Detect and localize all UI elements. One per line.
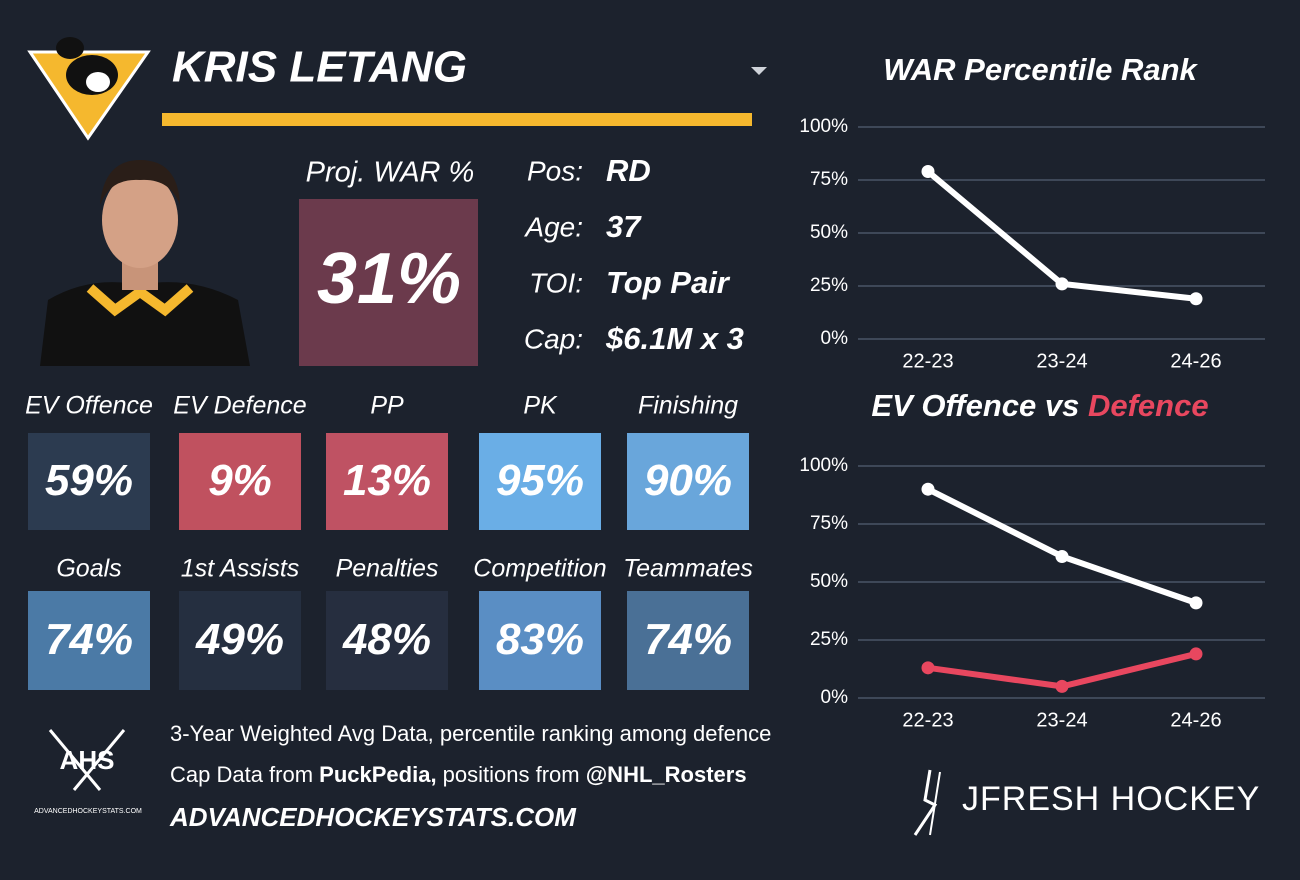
tile-value: 49% bbox=[195, 615, 284, 664]
y-tick-label: 100% bbox=[799, 455, 848, 476]
tile-box bbox=[28, 433, 150, 530]
y-tick-label: 50% bbox=[810, 571, 848, 592]
tile-box bbox=[326, 591, 448, 690]
chart-title: WAR Percentile Rank bbox=[883, 52, 1198, 87]
chart-title-text: WAR Percentile Rank bbox=[883, 52, 1198, 87]
footer-site: ADVANCEDHOCKEYSTATS.COM bbox=[169, 802, 577, 832]
x-tick-label: 24-26 bbox=[1170, 350, 1221, 372]
tile-value: 95% bbox=[496, 456, 584, 505]
info-value: $6.1M x 3 bbox=[605, 321, 744, 356]
ahs-logo-caption: ADVANCEDHOCKEYSTATS.COM bbox=[34, 808, 142, 815]
point bbox=[921, 482, 935, 496]
tile-label: Goals bbox=[56, 555, 121, 583]
point bbox=[1055, 679, 1069, 693]
source-link: @NHL_Rosters bbox=[586, 762, 747, 787]
y-tick-label: 50% bbox=[810, 222, 848, 243]
tile-label: EV Offence bbox=[25, 392, 153, 420]
tile-box bbox=[179, 433, 301, 530]
tile-label: Teammates bbox=[623, 555, 753, 583]
tile-box bbox=[179, 591, 301, 690]
tile-label: PK bbox=[523, 392, 558, 420]
x-tick-label: 24-26 bbox=[1170, 709, 1221, 731]
info-label: Cap: bbox=[524, 323, 583, 354]
player-photo bbox=[40, 160, 250, 366]
tile-value: 90% bbox=[644, 456, 732, 505]
x-tick-label: 23-24 bbox=[1036, 350, 1087, 372]
projection-label: Proj. WAR % bbox=[306, 157, 475, 189]
line bbox=[926, 486, 1197, 606]
brand-logo bbox=[913, 769, 941, 836]
footer-note: 3-Year Weighted Avg Data, percentile ran… bbox=[170, 721, 771, 746]
accent-bar bbox=[162, 113, 752, 126]
info-label: TOI: bbox=[529, 267, 583, 298]
y-tick-label: 75% bbox=[810, 169, 848, 190]
info-value: Top Pair bbox=[606, 265, 731, 300]
point bbox=[1189, 292, 1203, 306]
footer-source: Cap Data from PuckPedia, positions from … bbox=[170, 762, 747, 787]
chart-title-text: EV Offence vs bbox=[871, 388, 1079, 423]
source-text: positions from bbox=[437, 762, 586, 787]
x-tick-label: 22-23 bbox=[902, 709, 953, 731]
info-value: 37 bbox=[606, 209, 642, 244]
tile-value: 74% bbox=[45, 615, 133, 664]
tile-box bbox=[479, 591, 601, 690]
point bbox=[921, 165, 935, 179]
y-tick-label: 0% bbox=[821, 328, 849, 349]
tile-label: Finishing bbox=[638, 392, 738, 420]
source-text: Cap Data from bbox=[170, 762, 319, 787]
y-tick-label: 25% bbox=[810, 275, 848, 296]
point bbox=[1055, 549, 1069, 563]
point bbox=[1055, 277, 1069, 291]
tile-label: PP bbox=[370, 392, 404, 420]
projection-value: 31% bbox=[317, 239, 461, 319]
tile-box bbox=[479, 433, 601, 530]
tile-value: 83% bbox=[496, 615, 584, 664]
tile-label: 1st Assists bbox=[181, 555, 300, 583]
tile-box bbox=[326, 433, 448, 530]
tile-label: Penalties bbox=[336, 555, 439, 583]
tile-label: EV Defence bbox=[173, 392, 306, 420]
brand-text: JFRESH HOCKEY bbox=[962, 780, 1260, 818]
info-label: Pos: bbox=[527, 155, 583, 186]
chart-title-highlight: Defence bbox=[1088, 388, 1209, 423]
ahs-logo: AHS ADVANCEDHOCKEYSTATS.COM bbox=[34, 729, 142, 815]
y-tick-label: 100% bbox=[799, 116, 848, 137]
tile-box bbox=[627, 591, 749, 690]
tile-value: 48% bbox=[342, 615, 431, 664]
source-link: PuckPedia, bbox=[319, 762, 436, 787]
tile-value: 9% bbox=[208, 456, 272, 505]
point bbox=[1189, 596, 1203, 610]
tile-value: 74% bbox=[644, 615, 732, 664]
tile-box bbox=[28, 591, 150, 690]
chart-title: EV Offence vs Defence bbox=[871, 388, 1208, 423]
point bbox=[1189, 647, 1203, 661]
tile-value: 13% bbox=[343, 456, 431, 505]
x-tick-label: 22-23 bbox=[902, 350, 953, 372]
tile-box bbox=[627, 433, 749, 530]
dropdown[interactable] bbox=[751, 67, 767, 75]
x-tick-label: 23-24 bbox=[1036, 709, 1087, 731]
info-label: Age: bbox=[523, 211, 583, 242]
tile-value: 59% bbox=[45, 456, 133, 505]
team-logo bbox=[27, 37, 151, 141]
ahs-logo-text: AHS bbox=[60, 745, 115, 775]
projection-box bbox=[299, 199, 478, 366]
y-tick-label: 75% bbox=[810, 513, 848, 534]
player-name: KRIS LETANG bbox=[172, 43, 467, 92]
info-value: RD bbox=[606, 153, 651, 188]
y-tick-label: 0% bbox=[821, 687, 849, 708]
y-tick-label: 25% bbox=[810, 629, 848, 650]
tile-label: Competition bbox=[473, 555, 606, 583]
point bbox=[921, 661, 935, 675]
